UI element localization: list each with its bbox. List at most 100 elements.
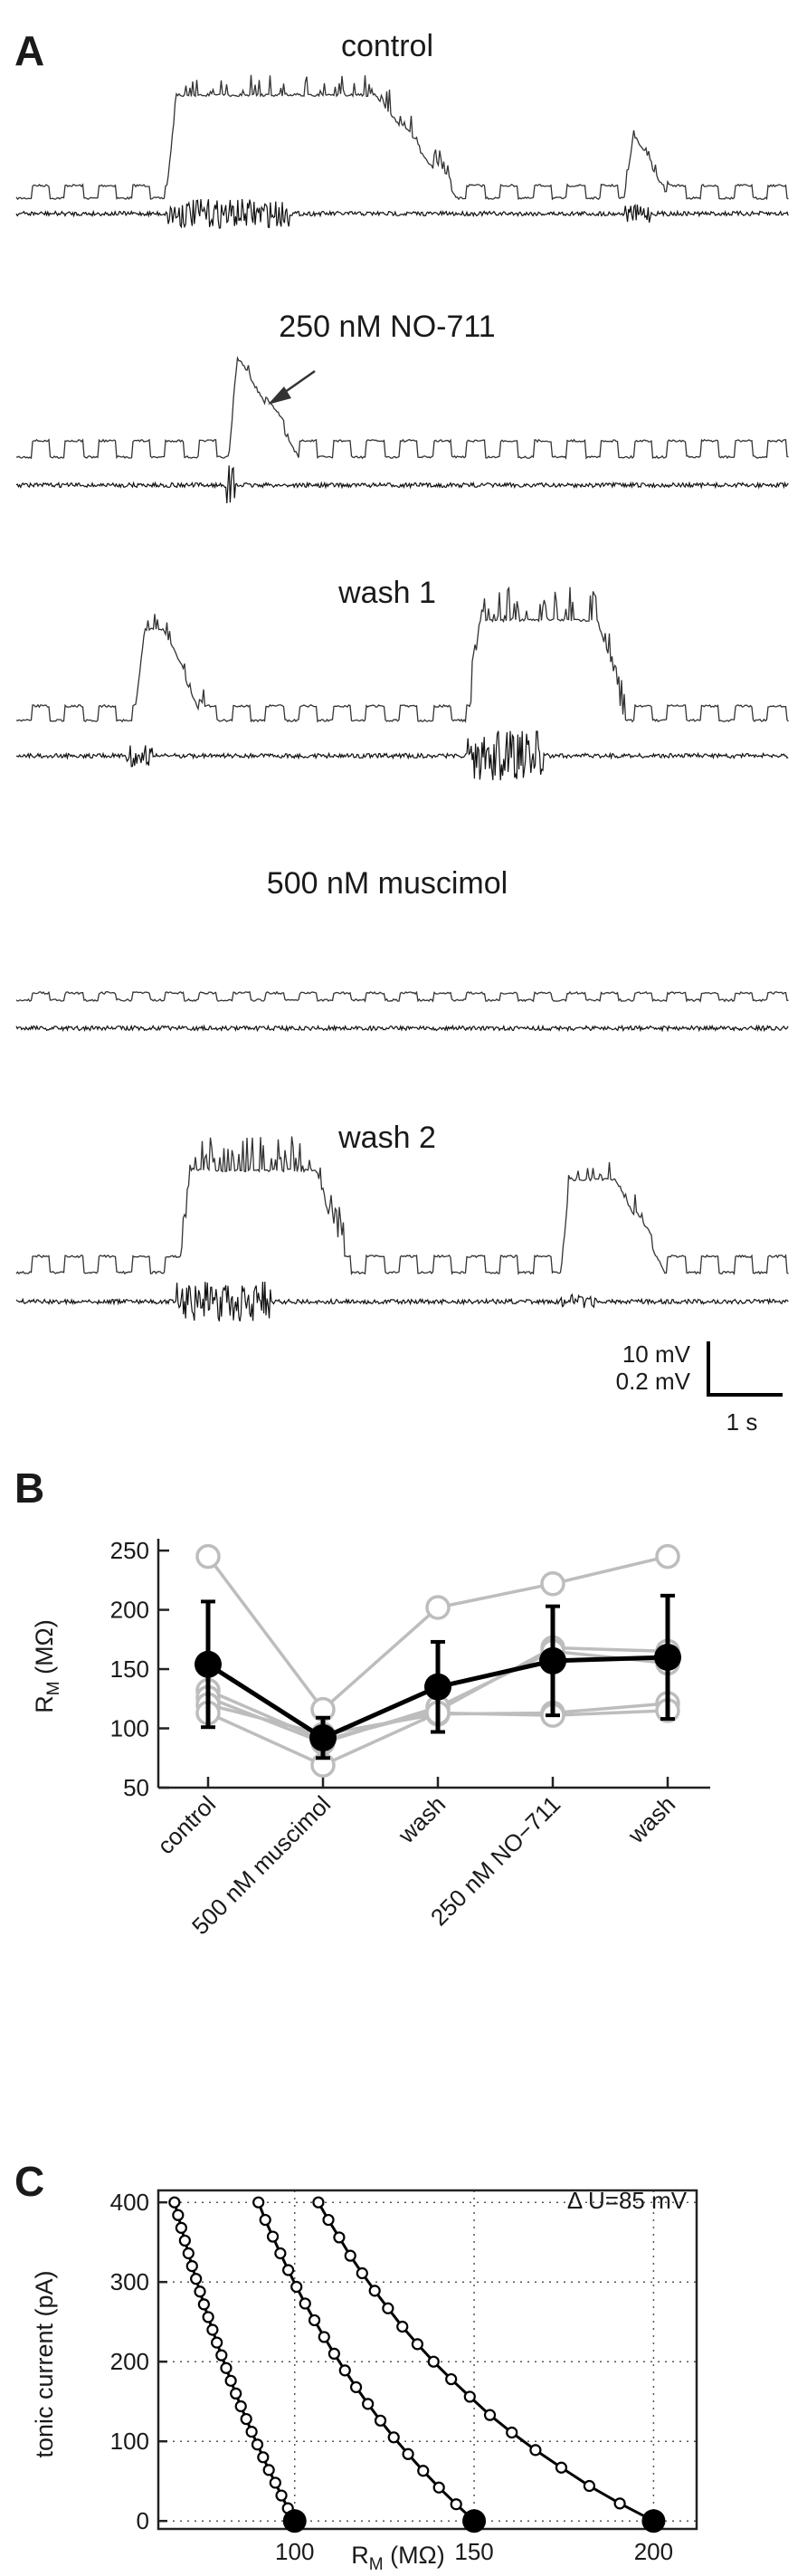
membrane-voltage-trace-wash2 [15,1136,789,1276]
data-point [197,2298,210,2311]
data-point [234,2399,247,2413]
panel-label-b: B [14,1465,44,1512]
data-point [362,2398,375,2410]
series-individual [195,1543,680,1722]
data-point [251,2438,264,2451]
series-r0-150 [252,2196,487,2533]
y-tick-label: 200 [110,1597,149,1624]
x-tick-label: 100 [275,2538,314,2565]
data-point [387,2431,400,2444]
tonic-current-chart-xlabel: RM (MΩ) [351,2542,445,2574]
series-r0-200 [312,2196,666,2533]
trace-wash2: wash 2 [15,1121,789,1321]
x-tick-label: 150 [454,2538,493,2565]
data-point [529,2444,542,2457]
data-point [269,2476,281,2489]
y-tick-label: 50 [123,1774,149,1801]
membrane-voltage-trace-no711 [15,356,789,460]
data-point [349,2380,363,2393]
y-tick-label: 250 [110,1537,149,1564]
membrane-voltage-trace-wash1 [15,586,789,723]
data-point [252,2196,265,2209]
data-point [427,2355,440,2368]
data-point [613,2497,626,2510]
data-point [215,2349,228,2361]
membrane-voltage-trace-muscimol [15,990,789,1003]
data-point [178,2234,191,2247]
data-point [555,2461,568,2474]
data-point [206,2323,219,2336]
data-point [655,1543,680,1569]
scale-bar-voltage-label: 10 mV [622,1340,691,1368]
y-tick-label: 100 [110,1715,149,1742]
data-point [172,2209,185,2221]
data-point [402,2447,414,2460]
data-point [182,2247,195,2260]
data-point [374,2414,387,2427]
data-point [382,2302,394,2314]
data-point [308,2314,321,2327]
scale-bar-lines [707,1341,783,1397]
membrane-voltage-trace-control [15,74,789,201]
data-point [281,2264,295,2276]
data-point [417,2465,430,2477]
plot-frame [157,2189,698,2531]
data-point [299,2297,311,2310]
data-point [424,1673,451,1701]
trace-title-wash1: wash 1 [337,576,436,610]
data-point [224,2374,237,2387]
y-tick-label: 200 [110,2348,149,2375]
x-tick-label: control [152,1790,221,1859]
data-point [245,2426,258,2438]
data-point [259,2213,271,2227]
baseline-point [641,2509,666,2533]
arrow-annotation [268,369,316,405]
trace-wash1: wash 1 [15,576,789,781]
data-point [290,2280,303,2294]
data-point [328,2347,340,2360]
tonic-current-chart-ylabel: tonic current (pA) [31,2270,58,2457]
trace-muscimol: 500 nM muscimol [15,866,789,1033]
data-point [312,2196,325,2209]
data-point [275,2489,288,2502]
data-point [445,2372,458,2386]
data-point [425,1595,451,1620]
tonic-current-chart: 100 150 200 0 100 200 300 400 Δ U=85 mV tonic c… [31,2187,698,2574]
data-point [333,2231,346,2244]
data-point [344,2249,356,2262]
series-r0-100 [168,2196,307,2533]
trace-title-wash2: wash 2 [337,1121,436,1155]
delta-u-annotation: Δ U=85 mV [567,2187,688,2214]
data-point [411,2338,423,2351]
data-point [220,2361,233,2374]
data-point [356,2266,368,2280]
extracellular-trace-wash2 [15,1281,789,1321]
data-point [396,2320,409,2333]
baseline-point [282,2509,307,2533]
baseline-point [462,2509,487,2533]
data-point [175,2221,187,2234]
data-point [240,2412,252,2426]
data-point [185,2260,198,2273]
data-point [309,1724,337,1751]
extracellular-trace-control [15,198,789,229]
trace-title-muscimol: 500 nM muscimol [267,866,508,901]
trace-title-control: control [341,29,433,63]
data-point [318,2331,330,2343]
data-point [168,2196,181,2209]
tonic-current-chart-series [168,2196,666,2533]
panel-label-c: C [14,2158,44,2205]
tonic-current-chart-axes: 100 150 200 0 100 200 300 400 [110,2189,698,2565]
y-tick-label: 100 [110,2428,149,2455]
panel-label-a: A [14,27,44,74]
data-point [338,2364,351,2377]
data-point [262,2464,275,2476]
scale-bar-extracellular-label: 0.2 mV [616,1368,691,1395]
y-tick-label: 0 [137,2507,149,2534]
data-point [230,2387,242,2399]
x-tick-label: wash [392,1790,451,1849]
resistance-chart-series [195,1543,681,1778]
data-point [274,2247,287,2260]
